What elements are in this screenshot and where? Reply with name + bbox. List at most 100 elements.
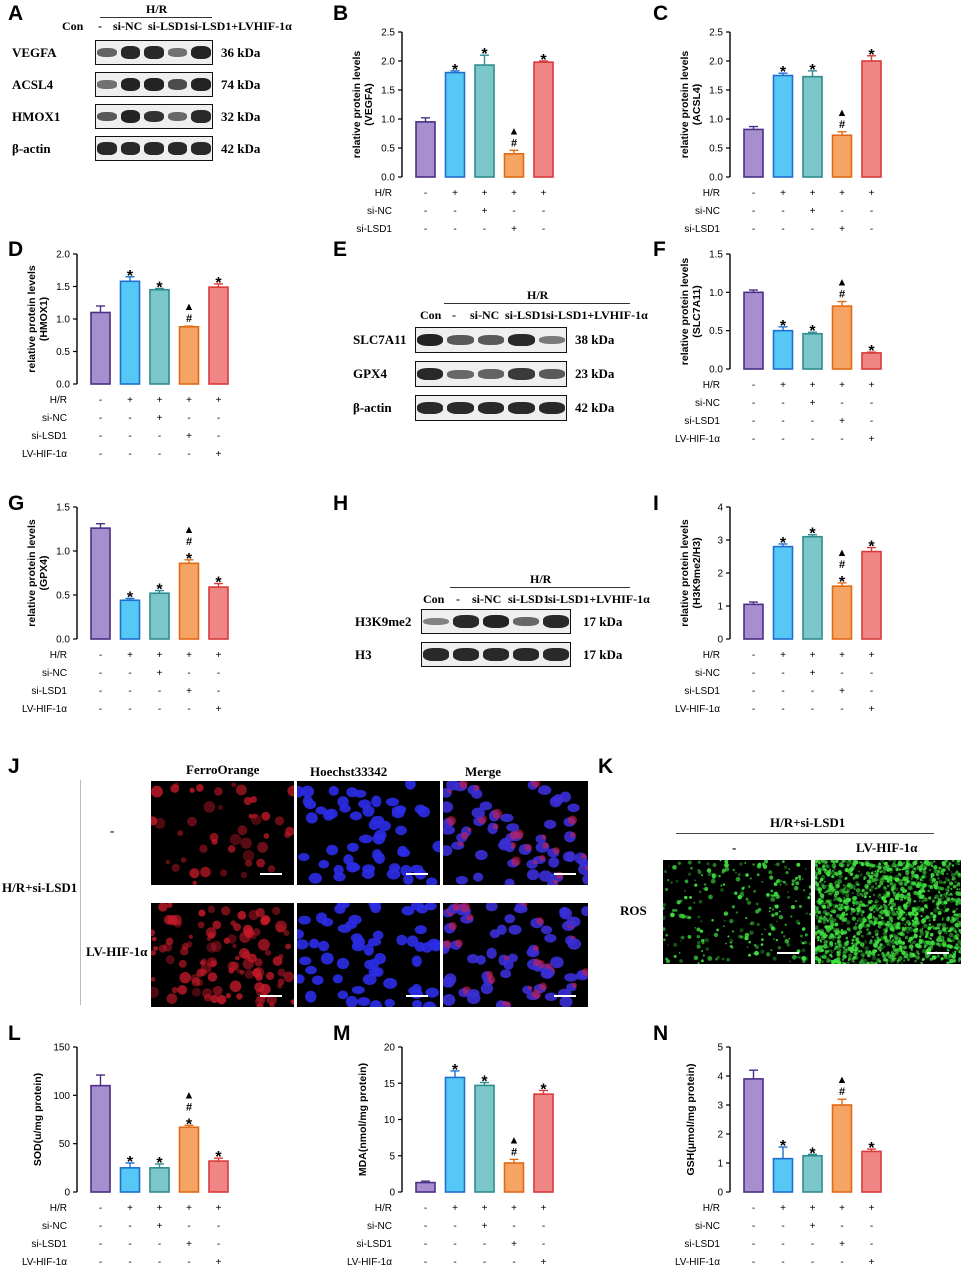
condition-sign: -	[217, 1239, 220, 1250]
condition-sign: +	[511, 188, 517, 199]
condition-sign: +	[839, 188, 845, 199]
condition-sign: -	[781, 224, 784, 235]
condition-sign: -	[752, 1239, 755, 1250]
bar	[90, 311, 111, 385]
condition-label: si-NC	[695, 668, 720, 679]
y-tick-label: 0.5	[709, 144, 723, 155]
condition-label: si-NC	[367, 1221, 392, 1232]
condition-sign: -	[424, 224, 427, 235]
condition-sign: -	[99, 650, 102, 661]
significance-mark: *	[868, 539, 875, 556]
blot-row-label: β-actin	[12, 141, 51, 156]
bar	[178, 562, 200, 640]
condition-label: si-LSD1	[684, 224, 720, 235]
condition-sign: +	[810, 398, 816, 409]
condition-sign: -	[870, 1221, 873, 1232]
bar	[444, 71, 466, 178]
condition-sign: -	[870, 398, 873, 409]
blot-band	[543, 615, 569, 628]
bar	[743, 128, 764, 178]
condition-sign: +	[127, 1203, 133, 1214]
condition-sign: -	[187, 668, 190, 679]
panel-j-row-control: -	[110, 823, 115, 838]
significance-mark: #	[839, 119, 845, 131]
bar	[533, 1093, 554, 1193]
blot-band	[508, 368, 535, 380]
condition-sign: +	[216, 704, 222, 715]
bar	[178, 326, 200, 385]
bar	[149, 288, 170, 385]
panel-j-divider	[80, 780, 81, 1005]
blot-lane-label: Con	[420, 308, 442, 322]
blot-band	[453, 648, 479, 661]
y-tick-label: 1	[717, 1159, 723, 1170]
condition-sign: -	[781, 1257, 784, 1268]
condition-sign: -	[781, 1221, 784, 1232]
blot-lane-label: si-NC	[113, 19, 143, 33]
blot-band	[483, 648, 509, 661]
blot-kda-label: 17 kDa	[583, 614, 623, 629]
significance-mark: ▲	[837, 1074, 848, 1086]
scale-bar	[406, 873, 428, 875]
blot-band	[417, 401, 444, 415]
panel-letter-l: L	[8, 1022, 21, 1045]
significance-mark: *	[127, 268, 134, 285]
bar	[533, 61, 554, 178]
condition-sign: -	[542, 224, 545, 235]
condition-sign: -	[424, 188, 427, 199]
bar-chart-slc7a11: relative protein levels(SLC7A11) 0.0 0.5 1.…	[675, 250, 882, 445]
condition-sign: -	[752, 1257, 755, 1268]
condition-sign: -	[483, 1239, 486, 1250]
significance-mark: *	[215, 575, 222, 592]
blot-band	[120, 142, 141, 155]
condition-sign: -	[752, 224, 755, 235]
condition-sign: -	[811, 434, 814, 445]
condition-sign: -	[217, 686, 220, 697]
blot-band	[167, 48, 188, 57]
significance-mark: *	[127, 590, 134, 607]
condition-sign: +	[869, 434, 875, 445]
y-tick-label: 1.5	[56, 282, 70, 293]
condition-sign: +	[780, 1203, 786, 1214]
y-tick-label: 0.5	[56, 347, 70, 358]
condition-sign: -	[483, 1257, 486, 1268]
blot-band	[477, 335, 505, 345]
y-tick-label: 0	[717, 635, 723, 646]
bar	[802, 75, 823, 178]
condition-sign: +	[839, 1203, 845, 1214]
condition-sign: -	[128, 449, 131, 460]
blot-band	[423, 648, 449, 661]
blot-row-label: ACSL4	[12, 77, 54, 92]
condition-sign: -	[752, 1203, 755, 1214]
y-tick-label: 1.5	[56, 503, 70, 514]
significance-mark: *	[868, 343, 875, 360]
condition-sign: -	[870, 206, 873, 217]
blot-band	[508, 333, 535, 347]
blot-lane-label: Con	[62, 19, 84, 33]
condition-sign: -	[752, 380, 755, 391]
condition-sign: -	[781, 1239, 784, 1250]
y-axis-label: relative protein levels(SLC7A11)	[679, 258, 703, 366]
condition-sign: -	[424, 1239, 427, 1250]
condition-sign: -	[158, 1257, 161, 1268]
condition-label: H/R	[375, 1203, 392, 1214]
condition-sign: -	[752, 398, 755, 409]
bar	[743, 1078, 764, 1193]
significance-mark: #	[511, 137, 517, 149]
bar	[802, 535, 823, 640]
condition-sign: -	[99, 1257, 102, 1268]
y-tick-label: 2	[717, 1130, 723, 1141]
condition-label: si-NC	[695, 206, 720, 217]
blot-header-line	[100, 17, 212, 18]
significance-mark: *	[481, 46, 488, 63]
bar	[474, 64, 495, 178]
condition-sign: -	[128, 1221, 131, 1232]
condition-sign: -	[99, 395, 102, 406]
condition-sign: -	[453, 1221, 456, 1232]
scale-bar	[406, 995, 428, 997]
condition-sign: +	[157, 1203, 163, 1214]
panel-j-row-lvhif: LV-HIF-1α	[86, 944, 148, 959]
blot-band	[167, 142, 188, 155]
y-tick-label: 0	[389, 1188, 395, 1199]
condition-label: H/R	[50, 395, 67, 406]
